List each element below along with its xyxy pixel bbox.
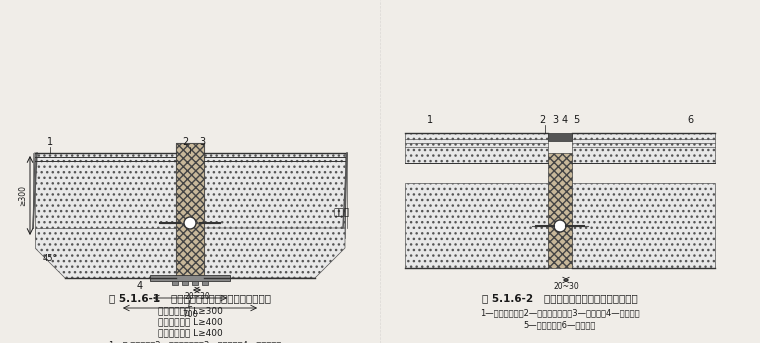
Text: 外贴式止水带 L≥300: 外贴式止水带 L≥300 (157, 306, 223, 315)
Bar (176, 143, 204, 278)
Circle shape (184, 217, 196, 229)
Text: 20~30: 20~30 (553, 282, 579, 291)
Text: 图 5.1.6-1   中埋式止水带与外贴防水层复合使用: 图 5.1.6-1 中埋式止水带与外贴防水层复合使用 (109, 293, 271, 303)
Text: 外涂防水涂层 L≥400: 外涂防水涂层 L≥400 (157, 328, 223, 337)
Bar (182, 281, 188, 285)
Text: 5: 5 (573, 115, 579, 125)
Bar (176, 143, 204, 278)
Text: 3: 3 (552, 115, 558, 125)
Bar (548, 153, 572, 268)
Text: 图 5.1.6-2   中埋式止水带与嵌缝材料复合使用: 图 5.1.6-2 中埋式止水带与嵌缝材料复合使用 (482, 293, 638, 303)
Text: 1: 1 (47, 137, 53, 147)
Bar (172, 281, 178, 285)
Text: 迎水面: 迎水面 (334, 209, 350, 217)
Bar (548, 133, 572, 141)
Bar (192, 281, 198, 285)
Text: 5—密封材料；6—填缝材料: 5—密封材料；6—填缝材料 (524, 320, 596, 329)
Text: 6: 6 (687, 115, 693, 125)
Bar (202, 281, 208, 285)
Bar (405, 183, 548, 268)
Polygon shape (204, 228, 345, 278)
Text: 700: 700 (182, 310, 198, 319)
Bar (150, 275, 230, 281)
Polygon shape (35, 228, 176, 278)
Bar (572, 183, 715, 268)
Text: 1: 1 (427, 115, 433, 125)
Text: 1—混 凝土结构；2—中埋式止水带；3—填缝材料；4—外贴止水带: 1—混 凝土结构；2—中埋式止水带；3—填缝材料；4—外贴止水带 (109, 340, 281, 343)
Text: 2: 2 (182, 137, 188, 147)
Text: 3: 3 (199, 137, 205, 147)
Bar (35, 153, 176, 238)
Text: 20~30: 20~30 (184, 292, 210, 301)
Text: 4: 4 (137, 281, 143, 291)
Bar (572, 133, 715, 163)
Text: ≥300: ≥300 (18, 185, 27, 206)
Text: 4: 4 (562, 115, 568, 125)
Text: L: L (188, 300, 192, 309)
Text: 2: 2 (539, 115, 545, 125)
Circle shape (554, 220, 566, 232)
Text: 外贴防水卷材 L≥400: 外贴防水卷材 L≥400 (157, 317, 223, 326)
Text: 45°: 45° (43, 254, 58, 263)
Text: 1—混凝土结构；2—中埋式止水带；3—防水层；4—隔离层；: 1—混凝土结构；2—中埋式止水带；3—防水层；4—隔离层； (480, 308, 640, 317)
Bar (405, 133, 548, 163)
Bar (204, 153, 345, 238)
